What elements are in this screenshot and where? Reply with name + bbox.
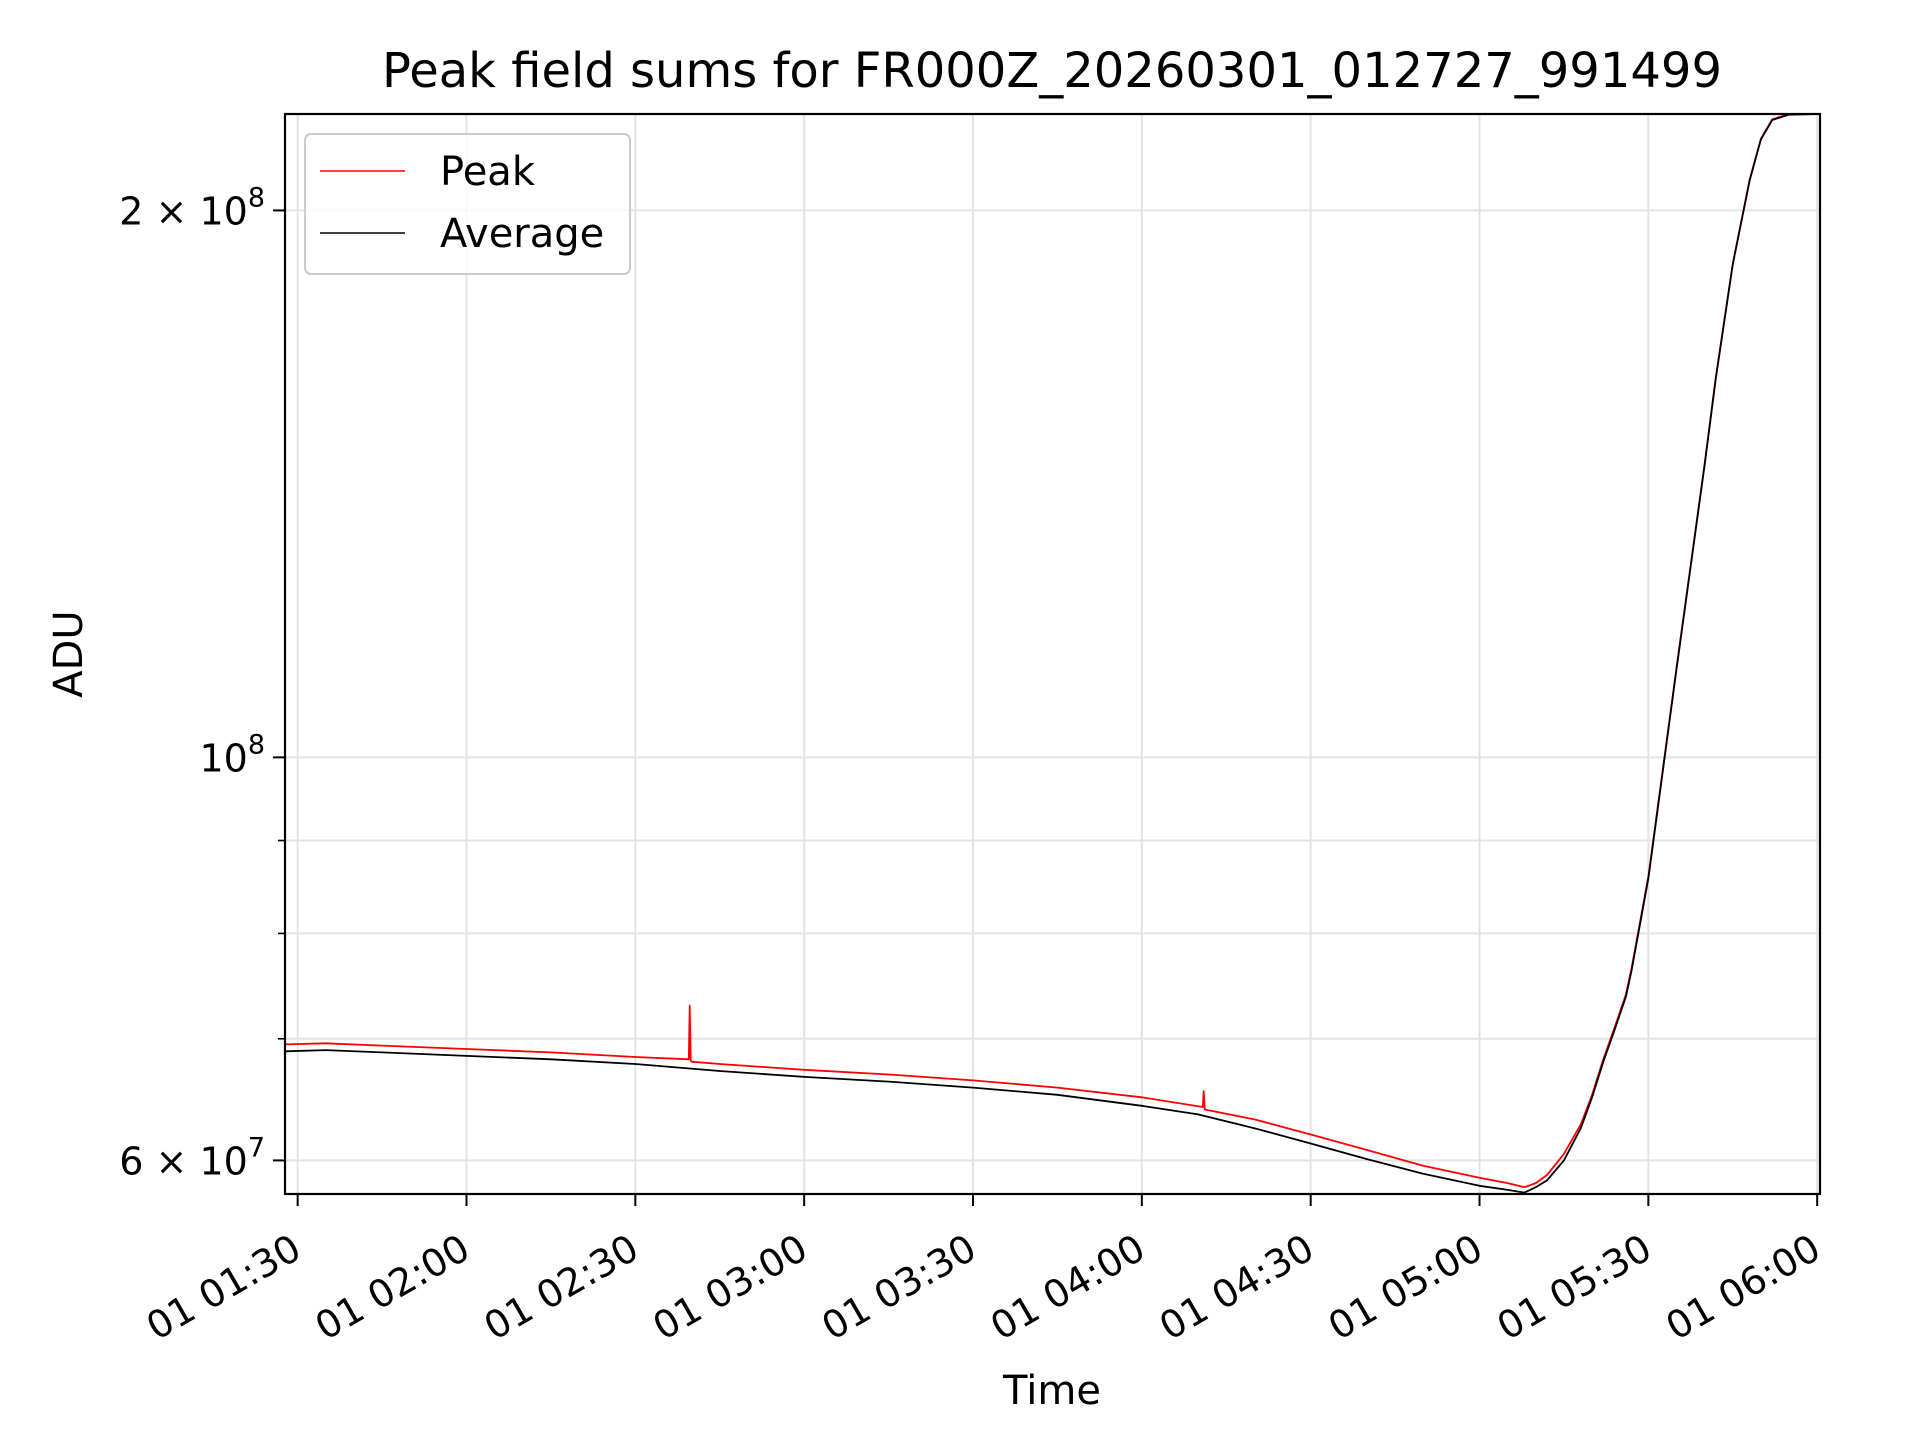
legend-label-peak: Peak (440, 149, 536, 195)
legend-label-average: Average (440, 211, 604, 257)
y-tick-label: 2 × 108 (119, 182, 265, 233)
y-tick-label-base: 2 × 10 (119, 189, 248, 233)
y-tick-label-exponent: 7 (248, 1132, 265, 1163)
y-axis-label: ADU (46, 610, 92, 697)
series-line-average (284, 113, 1821, 1194)
plot-area-frame (283, 112, 1822, 1196)
y-tick-label-base: 6 × 10 (119, 1139, 248, 1183)
y-tick-label: 6 × 107 (119, 1132, 265, 1183)
chart-title: Peak field sums for FR000Z_20260301_0127… (382, 43, 1722, 99)
series-layer (284, 113, 1821, 1194)
y-tick-label-base: 10 (199, 736, 247, 780)
y-tick-label: 108 (199, 729, 265, 780)
x-axis-label: Time (1002, 1368, 1101, 1414)
y-tick-label-exponent: 8 (248, 182, 265, 213)
legend-box (304, 133, 631, 275)
legend: Peak Average (304, 133, 631, 275)
y-tick-label-exponent: 8 (248, 729, 265, 760)
grid (285, 114, 1820, 1194)
